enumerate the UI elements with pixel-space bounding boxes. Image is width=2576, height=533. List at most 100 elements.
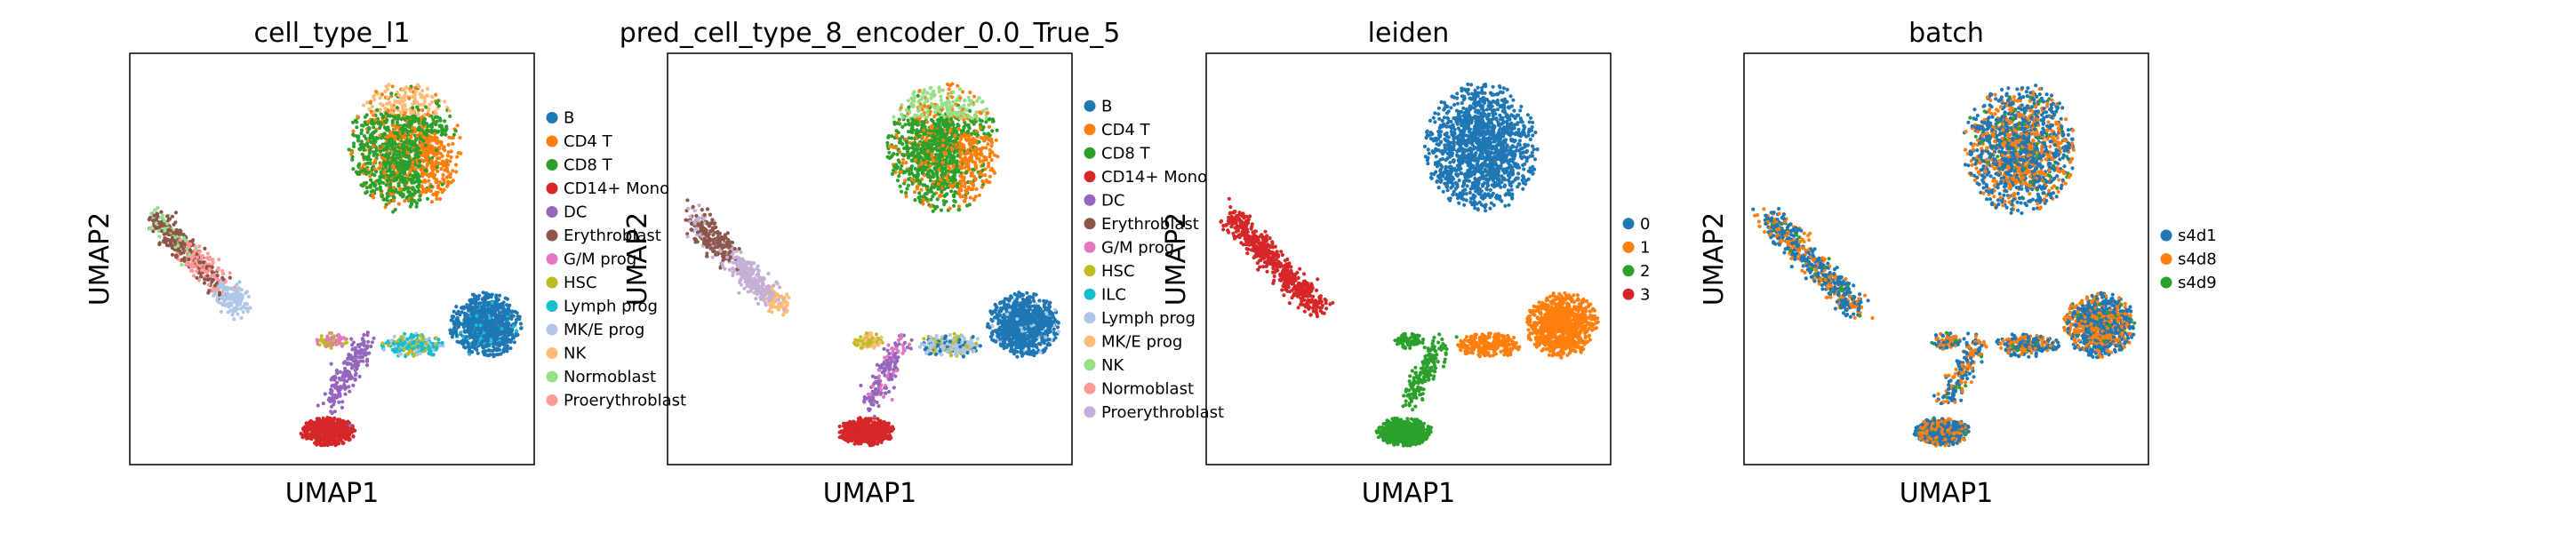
scatter-point	[370, 118, 375, 123]
scatter-point	[393, 207, 397, 212]
scatter-point	[440, 154, 444, 158]
scatter-point	[925, 115, 930, 119]
scatter-point	[413, 130, 418, 134]
scatter-point	[508, 346, 513, 351]
scatter-point	[916, 108, 921, 113]
scatter-point	[179, 232, 184, 236]
scatter-point	[238, 298, 244, 303]
scatter-point	[371, 136, 375, 140]
scatter-point	[206, 282, 211, 287]
scatter-point	[367, 351, 372, 355]
scatter-point	[359, 139, 364, 144]
scatter-point	[378, 107, 382, 112]
scatter-point	[406, 162, 412, 166]
scatter-point	[921, 202, 925, 206]
scatter-points	[147, 83, 524, 448]
scatter-point	[316, 417, 321, 421]
scatter-point	[166, 228, 171, 233]
scatter-point	[448, 114, 452, 118]
scatter-point	[921, 167, 925, 171]
scatter-point	[308, 434, 313, 439]
scatter-point	[353, 354, 357, 359]
scatter-point	[482, 334, 486, 338]
legend-marker	[546, 253, 558, 265]
scatter-point	[438, 118, 443, 123]
scatter-point	[368, 148, 372, 153]
scatter-point	[379, 163, 383, 167]
scatter-point	[372, 161, 376, 165]
scatter-point	[439, 139, 444, 145]
legend-marker	[546, 135, 558, 147]
scatter-point	[194, 246, 198, 251]
scatter-point	[418, 333, 422, 338]
scatter-point	[456, 151, 461, 155]
scatter-point	[353, 118, 358, 123]
scatter-point	[483, 345, 487, 349]
scatter-point	[338, 370, 342, 374]
scatter-point	[228, 271, 232, 275]
scatter-point	[404, 179, 409, 185]
scatter-point	[310, 420, 315, 425]
scatter-point	[429, 128, 434, 132]
scatter-point	[984, 146, 988, 150]
scatter-point	[440, 340, 444, 345]
scatter-point	[455, 123, 460, 128]
scatter-point	[436, 130, 440, 134]
scatter-point	[375, 107, 380, 112]
scatter-point	[949, 189, 954, 194]
scatter-point	[412, 156, 416, 161]
scatter-point	[229, 303, 234, 307]
scatter-point	[354, 371, 358, 376]
scatter-point	[335, 371, 340, 376]
scatter-point	[391, 171, 396, 175]
scatter-point	[405, 337, 410, 341]
scatter-point	[364, 359, 370, 363]
scatter-point	[372, 150, 377, 155]
scatter-point	[434, 136, 438, 140]
scatter-point	[393, 138, 397, 142]
scatter-point	[448, 331, 452, 336]
scatter-point	[395, 171, 399, 175]
scatter-point	[501, 313, 506, 317]
scatter-point	[389, 106, 394, 110]
scatter-point	[163, 228, 167, 233]
scatter-point	[887, 155, 892, 161]
scatter-point	[407, 125, 412, 130]
scatter-point	[453, 163, 459, 167]
scatter-point	[896, 158, 900, 163]
scatter-point	[454, 170, 459, 174]
scatter-point	[369, 178, 373, 182]
scatter-point	[483, 308, 487, 313]
scatter-point	[239, 315, 244, 320]
scatter-point	[372, 195, 376, 200]
scatter-point	[917, 89, 922, 93]
scatter-point	[434, 162, 438, 166]
scatter-point	[475, 314, 479, 318]
scatter-point	[308, 425, 312, 429]
scatter-point	[178, 237, 182, 243]
scatter-point	[211, 278, 215, 282]
scatter-point	[388, 192, 393, 196]
scatter-point	[327, 426, 332, 431]
scatter-point	[404, 85, 409, 90]
scatter-point	[472, 344, 476, 348]
scatter-point	[217, 292, 222, 297]
scatter-point	[329, 362, 333, 366]
scatter-point	[428, 135, 432, 139]
legend-label: B	[564, 109, 574, 128]
scatter-point	[906, 99, 910, 103]
scatter-point	[423, 168, 428, 172]
scatter-point	[448, 175, 452, 179]
scatter-point	[404, 127, 408, 131]
scatter-point	[194, 259, 198, 263]
scatter-point	[388, 182, 393, 187]
scatter-point	[199, 268, 204, 273]
scatter-point	[323, 418, 327, 422]
scatter-point	[210, 270, 214, 274]
scatter-point	[387, 128, 391, 132]
scatter-point	[887, 150, 892, 155]
scatter-point	[412, 126, 417, 131]
scatter-point	[205, 251, 210, 256]
scatter-point	[385, 195, 389, 199]
scatter-point	[180, 244, 184, 249]
